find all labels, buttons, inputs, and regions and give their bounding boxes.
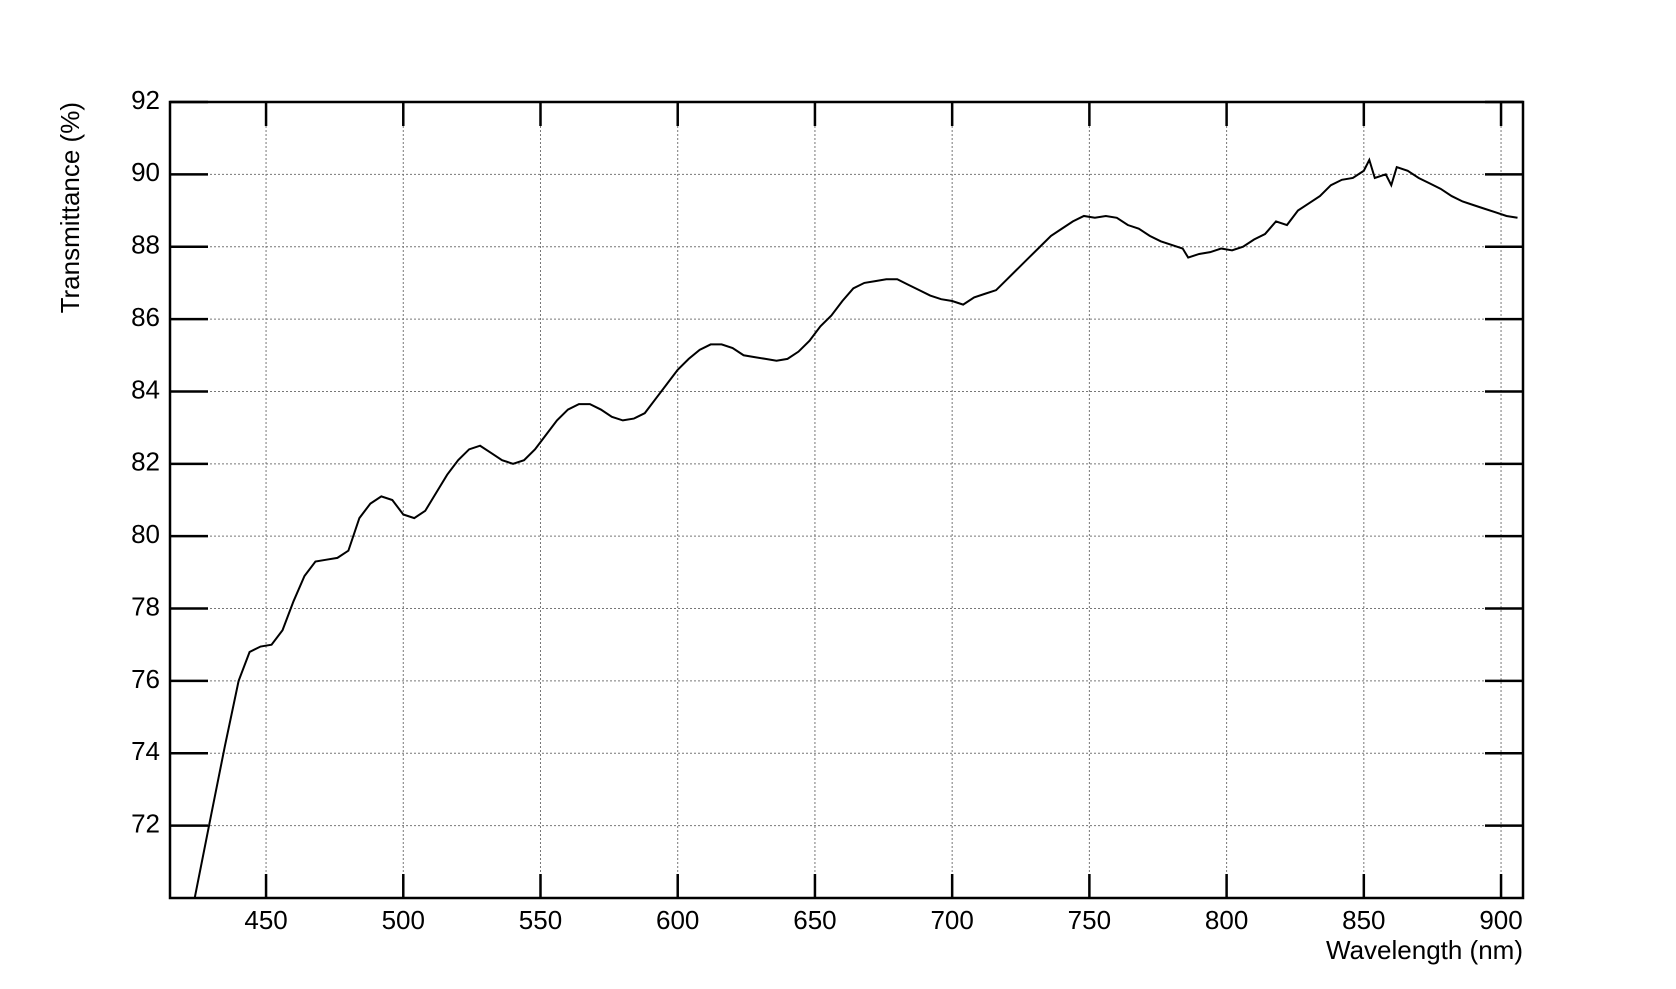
y-tick-label: 78 xyxy=(131,591,160,621)
y-tick-label: 86 xyxy=(131,302,160,332)
x-tick-label: 800 xyxy=(1205,905,1248,935)
x-axis-title: Wavelength (nm) xyxy=(1326,935,1523,965)
y-tick-label: 80 xyxy=(131,519,160,549)
x-tick-label: 500 xyxy=(382,905,425,935)
x-tick-label: 650 xyxy=(793,905,836,935)
y-tick-label: 84 xyxy=(131,374,160,404)
y-tick-label: 72 xyxy=(131,809,160,839)
y-tick-label: 90 xyxy=(131,157,160,187)
x-tick-label: 550 xyxy=(519,905,562,935)
y-tick-label: 82 xyxy=(131,447,160,477)
y-tick-label: 92 xyxy=(131,85,160,115)
x-tick-label: 850 xyxy=(1342,905,1385,935)
x-tick-label: 600 xyxy=(656,905,699,935)
y-tick-label: 74 xyxy=(131,736,160,766)
data-line xyxy=(193,157,1518,898)
x-tick-label: 900 xyxy=(1479,905,1522,935)
plot-frame xyxy=(168,100,1525,900)
x-tick-label: 750 xyxy=(1068,905,1111,935)
x-tick-label: 450 xyxy=(244,905,287,935)
y-tick-label: 76 xyxy=(131,664,160,694)
y-tick-label: 88 xyxy=(131,230,160,260)
y-axis-title: Transmittance (%) xyxy=(55,102,85,313)
x-tick-label: 700 xyxy=(930,905,973,935)
